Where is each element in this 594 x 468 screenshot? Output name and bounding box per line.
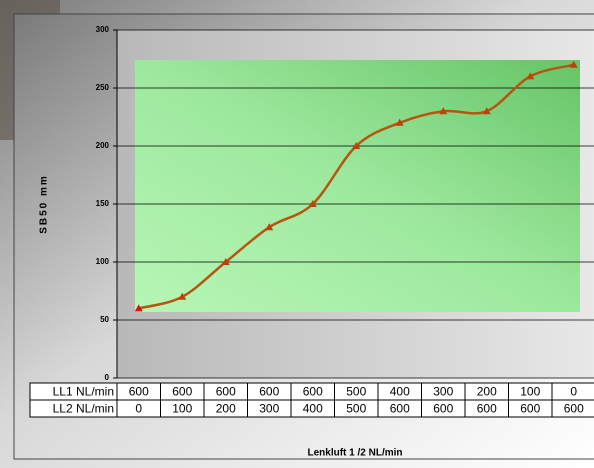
table-value: 600 [259, 385, 279, 399]
y-tick-label: 250 [96, 83, 110, 92]
table-value: 300 [259, 402, 279, 416]
y-tick-label: 100 [96, 257, 110, 266]
table-value: 0 [570, 385, 577, 399]
table-row-label: LL2 NL/min [53, 402, 114, 416]
table-value: 400 [303, 402, 323, 416]
table-value: 200 [216, 402, 236, 416]
marker [395, 118, 404, 126]
table-value: 300 [433, 385, 453, 399]
table-value: 600 [390, 402, 410, 416]
table-value: 400 [390, 385, 410, 399]
marker [134, 304, 143, 312]
y-tick-label: 0 [105, 373, 110, 382]
table-value: 0 [135, 402, 142, 416]
table-value: 100 [520, 385, 540, 399]
table-value: 100 [172, 402, 192, 416]
marker [352, 142, 361, 149]
table-value: 600 [303, 385, 323, 399]
table-value: 600 [520, 402, 540, 416]
marker [439, 107, 448, 115]
table-value: 600 [172, 385, 192, 399]
marker [308, 200, 317, 207]
y-tick-label: 50 [100, 315, 109, 324]
y-axis-label: SB50 mm [39, 174, 50, 234]
marker [221, 258, 230, 265]
table-value: 600 [477, 402, 497, 416]
y-tick-label: 150 [96, 199, 110, 208]
y-tick-label: 300 [96, 25, 110, 34]
marker [526, 72, 535, 80]
table-value: 200 [477, 385, 497, 399]
marker [482, 107, 491, 115]
table-row-label: LL1 NL/min [53, 385, 114, 399]
x-axis-label: Lenkluft 1 /2 NL/min [307, 448, 402, 459]
table-value: 500 [346, 385, 366, 399]
table-value: 500 [346, 402, 366, 416]
table-cell [551, 399, 594, 418]
marker [265, 223, 274, 231]
marker [178, 292, 187, 300]
table-value: 600 [564, 402, 584, 416]
table-value: 600 [129, 385, 149, 399]
marker [569, 60, 578, 68]
green-zone [135, 60, 580, 312]
y-tick-label: 200 [96, 141, 110, 150]
table-value: 600 [216, 385, 236, 399]
table-value: 600 [433, 402, 453, 416]
